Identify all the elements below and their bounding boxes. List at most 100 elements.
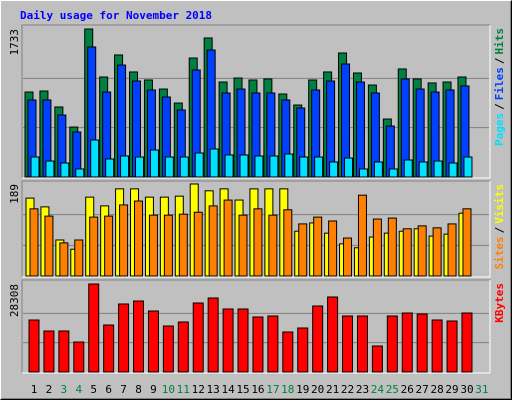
bar xyxy=(448,162,458,178)
bar xyxy=(147,310,159,373)
bar xyxy=(388,168,398,178)
bar xyxy=(355,81,365,178)
bar xyxy=(253,208,263,277)
x-tick-label: 19 xyxy=(296,383,309,396)
bar xyxy=(356,315,368,373)
bar xyxy=(372,218,382,277)
panel-edge xyxy=(22,181,491,278)
bar xyxy=(386,315,398,373)
x-tick-label: 9 xyxy=(150,383,157,396)
bar xyxy=(446,320,458,373)
panel-edge xyxy=(22,25,491,179)
bar xyxy=(162,325,174,373)
bar xyxy=(177,321,189,373)
y-tick-label: 1733 xyxy=(8,29,21,56)
bar xyxy=(431,319,443,373)
bar xyxy=(58,330,70,373)
bar xyxy=(73,341,85,373)
x-tick-label: 12 xyxy=(192,383,205,396)
bar xyxy=(163,214,173,277)
bar xyxy=(314,156,324,178)
legend-entry: Sites xyxy=(493,236,506,269)
bar xyxy=(120,155,130,178)
x-tick-label: 4 xyxy=(75,383,82,396)
x-tick-label: 5 xyxy=(90,383,97,396)
chart-title: Daily usage for November 2018 xyxy=(20,9,212,22)
bar xyxy=(418,161,428,178)
bar xyxy=(461,312,473,373)
bar xyxy=(433,160,443,178)
bar xyxy=(179,156,189,178)
x-tick-label: 16 xyxy=(251,383,264,396)
bar xyxy=(209,148,219,178)
x-tick-label: 23 xyxy=(356,383,369,396)
bar xyxy=(43,330,55,373)
x-tick-label: 21 xyxy=(326,383,339,396)
bar xyxy=(447,223,457,277)
bar xyxy=(462,208,472,277)
bar xyxy=(75,168,85,178)
bar xyxy=(298,223,308,277)
y-tick-label: 189 xyxy=(8,184,21,204)
y-tick-label: 28308 xyxy=(8,284,21,317)
x-tick-label: 11 xyxy=(177,383,190,396)
bar xyxy=(403,159,413,178)
bar xyxy=(149,149,159,178)
legend: Sites / Visits xyxy=(493,184,506,270)
bar xyxy=(119,204,129,277)
bar xyxy=(89,216,99,277)
bar xyxy=(90,139,100,178)
legend-separator: / xyxy=(493,226,506,233)
bar xyxy=(59,242,69,277)
legend-entry: Hits xyxy=(493,28,506,55)
bar xyxy=(401,312,413,373)
bar xyxy=(357,194,367,277)
bar xyxy=(432,227,442,277)
bar xyxy=(74,239,84,277)
x-tick-label: 29 xyxy=(445,383,458,396)
legend: KBytes xyxy=(493,283,506,323)
x-tick-label: 30 xyxy=(460,383,473,396)
bar xyxy=(29,208,39,277)
bar xyxy=(282,331,294,373)
bar xyxy=(344,157,354,178)
bar xyxy=(463,156,473,178)
bar xyxy=(343,237,353,277)
bar xyxy=(192,302,204,373)
legend: Pages / Files / Hits xyxy=(493,28,506,146)
x-tick-label: 14 xyxy=(221,383,235,396)
bar xyxy=(312,305,324,373)
bar xyxy=(402,228,412,277)
bar xyxy=(267,315,279,373)
bar xyxy=(284,153,294,178)
legend-entry: Files xyxy=(493,67,506,100)
bar xyxy=(268,214,278,277)
bar xyxy=(104,215,114,277)
legend-separator: / xyxy=(493,103,506,110)
bar xyxy=(118,303,130,373)
bar xyxy=(254,155,264,178)
bar xyxy=(222,308,234,373)
bar xyxy=(45,160,55,178)
bar xyxy=(417,225,427,277)
x-tick-label: 20 xyxy=(311,383,324,396)
x-tick-label: 3 xyxy=(61,383,68,396)
bar xyxy=(297,327,309,373)
x-tick-label: 25 xyxy=(386,383,399,396)
bar xyxy=(239,154,249,178)
x-tick-label: 27 xyxy=(416,383,429,396)
x-tick-label: 22 xyxy=(341,383,354,396)
bar xyxy=(178,213,188,277)
bar xyxy=(193,211,203,277)
bar xyxy=(328,220,338,277)
bar xyxy=(387,217,397,277)
bar xyxy=(371,345,383,373)
bar xyxy=(164,156,174,178)
bar xyxy=(44,215,54,277)
legend-entry: KBytes xyxy=(493,283,506,323)
x-tick-label: 28 xyxy=(430,383,443,396)
x-tick-label: 8 xyxy=(135,383,142,396)
legend-entry: Visits xyxy=(493,184,506,224)
